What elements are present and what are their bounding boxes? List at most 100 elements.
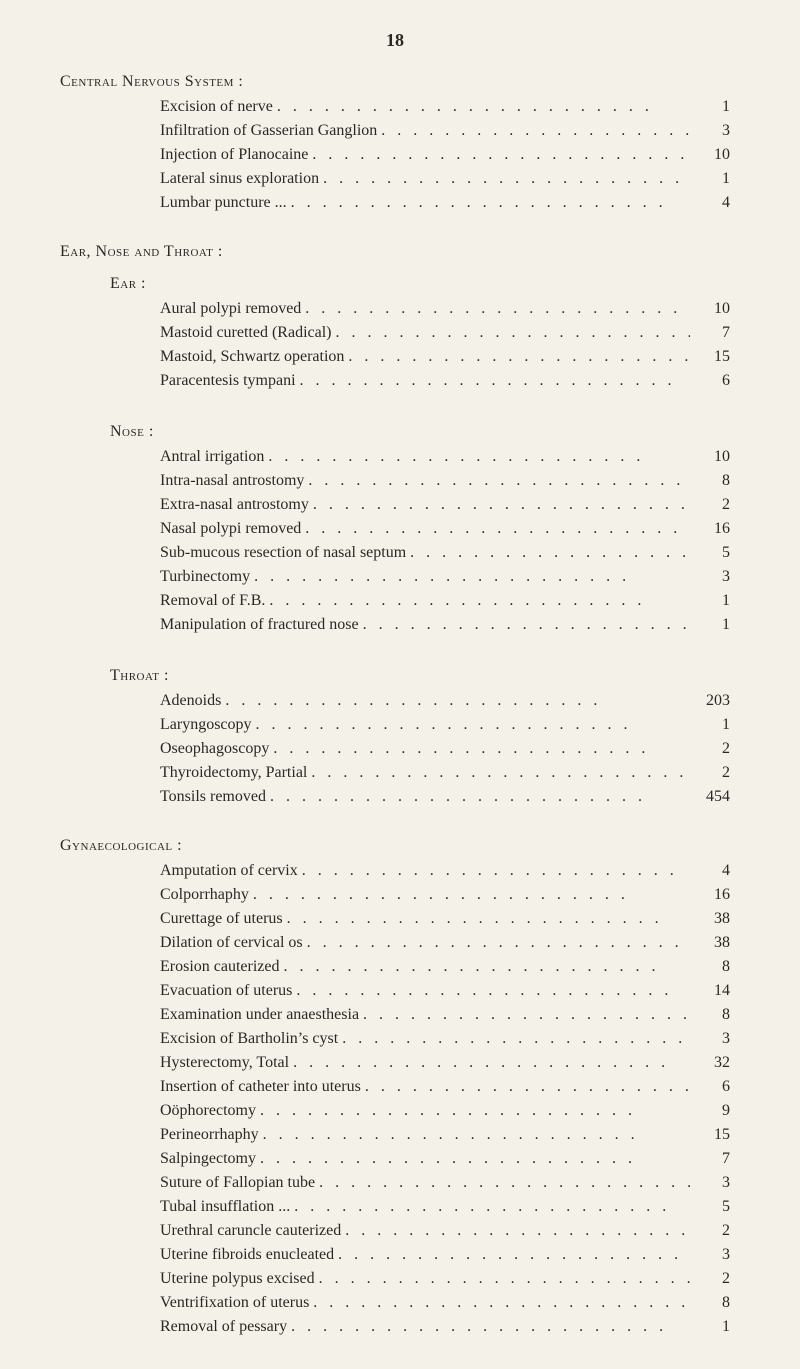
- ent-heading: Ear, Nose and Throat :: [60, 243, 730, 261]
- dot-leader: . . . . . . . . . . . . . . . . . . . . …: [284, 955, 691, 979]
- list-item: Laryngoscopy. . . . . . . . . . . . . . …: [160, 713, 730, 737]
- item-value: 14: [694, 979, 730, 1003]
- item-value: 5: [694, 1195, 730, 1219]
- item-value: 1: [694, 713, 730, 737]
- item-label: Hysterectomy, Total: [160, 1051, 289, 1075]
- list-item: Excision of Bartholin’s cyst. . . . . . …: [160, 1027, 730, 1051]
- dot-leader: . . . . . . . . . . . . . . . . . . . . …: [311, 761, 690, 785]
- list-item: Adenoids. . . . . . . . . . . . . . . . …: [160, 689, 730, 713]
- dot-leader: . . . . . . . . . . . . . . . . . . . . …: [253, 883, 690, 907]
- list-item: Excision of nerve. . . . . . . . . . . .…: [160, 95, 730, 119]
- item-label: Thyroidectomy, Partial: [160, 761, 307, 785]
- list-item: Removal of pessary. . . . . . . . . . . …: [160, 1315, 730, 1339]
- list-item: Uterine fibroids enucleated. . . . . . .…: [160, 1243, 730, 1267]
- dot-leader: . . . . . . . . . . . . . . . . . . . . …: [268, 445, 690, 469]
- item-label: Uterine polypus excised: [160, 1267, 315, 1291]
- ear-list: Aural polypi removed. . . . . . . . . . …: [60, 297, 730, 393]
- dot-leader: . . . . . . . . . . . . . . . . . . . . …: [363, 1003, 690, 1027]
- item-label: Examination under anaesthesia: [160, 1003, 359, 1027]
- item-label: Removal of pessary: [160, 1315, 287, 1339]
- item-value: 6: [694, 369, 730, 393]
- item-value: 3: [694, 565, 730, 589]
- item-value: 10: [694, 297, 730, 321]
- dot-leader: . . . . . . . . . . . . . . . . . . . . …: [270, 785, 690, 809]
- item-label: Curettage of uterus: [160, 907, 283, 931]
- item-value: 16: [694, 517, 730, 541]
- list-item: Uterine polypus excised. . . . . . . . .…: [160, 1267, 730, 1291]
- dot-leader: . . . . . . . . . . . . . . . . . . . . …: [313, 1291, 690, 1315]
- page-container: 18 Central Nervous System : Excision of …: [0, 0, 800, 1369]
- nose-list: Antral irrigation. . . . . . . . . . . .…: [60, 445, 730, 637]
- item-label: Turbinectomy: [160, 565, 250, 589]
- list-item: Thyroidectomy, Partial. . . . . . . . . …: [160, 761, 730, 785]
- list-item: Suture of Fallopian tube. . . . . . . . …: [160, 1171, 730, 1195]
- dot-leader: . . . . . . . . . . . . . . . . . . . . …: [296, 979, 690, 1003]
- item-label: Mastoid curetted (Radical): [160, 321, 332, 345]
- dot-leader: . . . . . . . . . . . . . . . . . . . . …: [363, 613, 690, 637]
- dot-leader: . . . . . . . . . . . . . . . . . . . . …: [305, 297, 690, 321]
- item-value: 3: [694, 1027, 730, 1051]
- item-value: 1: [694, 613, 730, 637]
- item-label: Removal of F.B.: [160, 589, 265, 613]
- dot-leader: . . . . . . . . . . . . . . . . . . . . …: [365, 1075, 690, 1099]
- item-label: Perineorrhaphy: [160, 1123, 259, 1147]
- item-value: 2: [694, 1267, 730, 1291]
- item-label: Tubal insufflation ...: [160, 1195, 290, 1219]
- dot-leader: . . . . . . . . . . . . . . . . . . . . …: [307, 931, 690, 955]
- item-label: Intra-nasal antrostomy: [160, 469, 304, 493]
- item-label: Lateral sinus exploration: [160, 167, 319, 191]
- list-item: Aural polypi removed. . . . . . . . . . …: [160, 297, 730, 321]
- ear-heading: Ear :: [110, 275, 730, 293]
- item-label: Urethral caruncle cauterized: [160, 1219, 341, 1243]
- dot-leader: . . . . . . . . . . . . . . . . . . . . …: [256, 713, 690, 737]
- item-value: 1: [694, 167, 730, 191]
- item-label: Mastoid, Schwartz operation: [160, 345, 344, 369]
- dot-leader: . . . . . . . . . . . . . . . . . . . . …: [225, 689, 690, 713]
- list-item: Evacuation of uterus. . . . . . . . . . …: [160, 979, 730, 1003]
- item-value: 15: [694, 1123, 730, 1147]
- dot-leader: . . . . . . . . . . . . . . . . . . . . …: [305, 517, 690, 541]
- dot-leader: . . . . . . . . . . . . . . . . . . . . …: [254, 565, 690, 589]
- item-value: 4: [694, 191, 730, 215]
- list-item: Extra-nasal antrostomy. . . . . . . . . …: [160, 493, 730, 517]
- dot-leader: . . . . . . . . . . . . . . . . . . . . …: [345, 1219, 690, 1243]
- item-label: Nasal polypi removed: [160, 517, 301, 541]
- dot-leader: . . . . . . . . . . . . . . . . . . . . …: [291, 1315, 690, 1339]
- item-label: Salpingectomy: [160, 1147, 256, 1171]
- item-value: 7: [694, 321, 730, 345]
- item-value: 2: [694, 1219, 730, 1243]
- item-label: Lumbar puncture ...: [160, 191, 287, 215]
- item-label: Excision of Bartholin’s cyst: [160, 1027, 338, 1051]
- throat-heading: Throat :: [110, 667, 730, 685]
- item-value: 8: [694, 1291, 730, 1315]
- list-item: Mastoid curetted (Radical). . . . . . . …: [160, 321, 730, 345]
- dot-leader: . . . . . . . . . . . . . . . . . . . . …: [294, 1195, 690, 1219]
- list-item: Lateral sinus exploration. . . . . . . .…: [160, 167, 730, 191]
- list-item: Perineorrhaphy. . . . . . . . . . . . . …: [160, 1123, 730, 1147]
- list-item: Turbinectomy. . . . . . . . . . . . . . …: [160, 565, 730, 589]
- item-value: 6: [694, 1075, 730, 1099]
- item-value: 16: [694, 883, 730, 907]
- item-label: Infiltration of Gasserian Ganglion: [160, 119, 377, 143]
- item-value: 2: [694, 737, 730, 761]
- dot-leader: . . . . . . . . . . . . . . . . . . . . …: [260, 1099, 690, 1123]
- item-label: Excision of nerve: [160, 95, 273, 119]
- item-label: Sub-mucous resection of nasal septum: [160, 541, 406, 565]
- item-label: Evacuation of uterus: [160, 979, 292, 1003]
- dot-leader: . . . . . . . . . . . . . . . . . . . . …: [273, 737, 690, 761]
- item-value: 3: [694, 1171, 730, 1195]
- dot-leader: . . . . . . . . . . . . . . . . . . . . …: [302, 859, 690, 883]
- item-value: 8: [694, 955, 730, 979]
- page-number: 18: [60, 30, 730, 51]
- list-item: Infiltration of Gasserian Ganglion. . . …: [160, 119, 730, 143]
- list-item: Removal of F.B.. . . . . . . . . . . . .…: [160, 589, 730, 613]
- list-item: Sub-mucous resection of nasal septum. . …: [160, 541, 730, 565]
- item-value: 38: [694, 907, 730, 931]
- item-label: Antral irrigation: [160, 445, 264, 469]
- dot-leader: . . . . . . . . . . . . . . . . . . . . …: [277, 95, 690, 119]
- list-item: Amputation of cervix. . . . . . . . . . …: [160, 859, 730, 883]
- item-value: 5: [694, 541, 730, 565]
- item-label: Manipulation of fractured nose: [160, 613, 359, 637]
- dot-leader: . . . . . . . . . . . . . . . . . . . . …: [293, 1051, 690, 1075]
- dot-leader: . . . . . . . . . . . . . . . . . . . . …: [323, 167, 690, 191]
